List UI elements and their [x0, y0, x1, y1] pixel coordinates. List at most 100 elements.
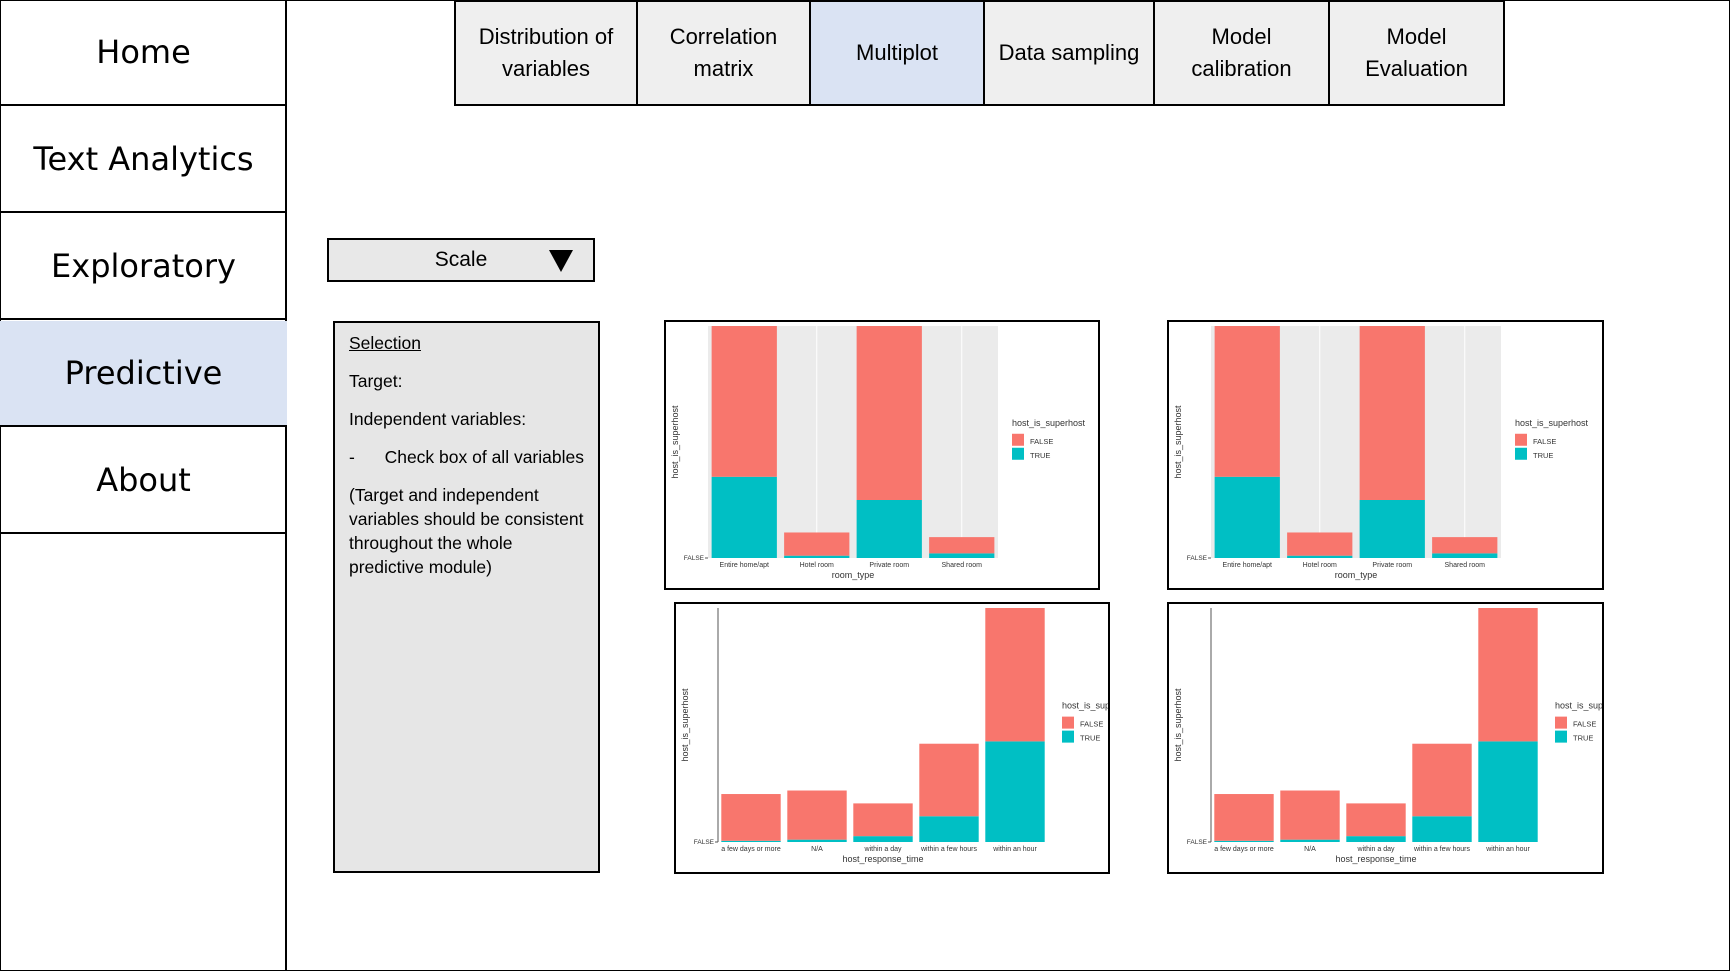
bar-true-0 — [721, 840, 781, 842]
tab-correlation-matrix[interactable]: Correlation matrix — [636, 0, 811, 106]
independent-variables-label: Independent variables: — [349, 409, 527, 429]
legend-label-false: FALSE — [1533, 437, 1556, 446]
selection-panel: Selection Target: Independent variables:… — [333, 321, 600, 873]
tab-label-line2: calibration — [1191, 56, 1292, 81]
legend-title: host_is_superhost — [1555, 701, 1602, 711]
sidebar-item-text-analytics[interactable]: Text Analytics — [0, 107, 287, 213]
legend-swatch-true — [1012, 447, 1024, 460]
y-axis-label: host_is_superhost — [1173, 688, 1183, 762]
bar-true-4 — [985, 741, 1045, 842]
y-tick-label: FALSE — [1187, 555, 1208, 562]
legend-swatch-false — [1012, 433, 1024, 446]
legend-swatch-false — [1062, 716, 1074, 729]
x-tick-label: Hotel room — [800, 562, 834, 569]
bar-false-4 — [1478, 608, 1538, 742]
tab-label-line2: Evaluation — [1365, 56, 1468, 81]
legend-label-true: TRUE — [1080, 734, 1100, 743]
bar-false-2 — [856, 326, 922, 500]
x-tick-label: within a day — [1357, 846, 1395, 853]
x-axis-label: host_response_time — [842, 854, 923, 864]
checkbox-list-text: Check box of all variables — [384, 447, 584, 467]
tab-label-line1: Correlation — [669, 24, 778, 49]
sidebar-item-home[interactable]: Home — [0, 0, 287, 106]
x-tick-label: Private room — [1372, 562, 1412, 569]
bar-false-2 — [853, 803, 913, 837]
x-tick-label: within a day — [864, 846, 902, 853]
sidebar-item-predictive[interactable]: Predictive — [0, 321, 287, 427]
chart-svg: Entire home/apt Hotel room Private room Sha… — [670, 326, 1086, 580]
x-tick-label: N/A — [811, 846, 823, 853]
bar-false-1 — [787, 790, 847, 840]
x-tick-label: Entire home/apt — [1223, 562, 1272, 569]
chart-svg: a few days or more N/A within a day within … — [680, 608, 1108, 864]
bar-false-2 — [1346, 803, 1406, 837]
checkbox-list-item: - Check box of all variables — [349, 445, 584, 469]
x-tick-label: within a few hours — [1413, 846, 1471, 853]
legend-title: host_is_superhost — [1515, 418, 1589, 428]
y-tick-label: FALSE — [684, 555, 705, 562]
bar-true-2 — [856, 500, 922, 558]
x-tick-label: within an hour — [992, 846, 1037, 853]
tab-model-evaluation[interactable]: Model Evaluation — [1328, 0, 1505, 106]
tab-data-sampling[interactable]: Data sampling — [983, 0, 1155, 106]
bar-true-2 — [1346, 836, 1406, 842]
legend-title: host_is_superhost — [1062, 701, 1108, 711]
y-axis-label: host_is_superhost — [1173, 405, 1183, 479]
x-axis-label: host_response_time — [1335, 854, 1416, 864]
bar-true-1 — [1287, 555, 1353, 558]
legend-swatch-true — [1555, 730, 1567, 743]
bar-true-0 — [1214, 840, 1274, 842]
bar-false-0 — [1214, 794, 1274, 841]
y-tick-label: FALSE — [694, 839, 715, 846]
bar-false-0 — [721, 794, 781, 841]
bar-true-2 — [1359, 500, 1425, 558]
bar-true-3 — [1432, 553, 1498, 558]
sidebar-item-about[interactable]: About — [0, 428, 287, 534]
chart-svg: a few days or more N/A within a day within … — [1173, 608, 1602, 864]
tab-label-line1: Distribution of — [478, 24, 614, 49]
tab-distribution-of-variables[interactable]: Distribution of variables — [454, 0, 638, 106]
x-tick-label: a few days or more — [1214, 846, 1274, 853]
x-tick-label: Shared room — [942, 562, 983, 569]
sidebar-item-exploratory[interactable]: Exploratory — [0, 214, 287, 320]
legend-label-true: TRUE — [1030, 451, 1050, 460]
legend-label-true: TRUE — [1533, 451, 1553, 460]
bar-false-0 — [711, 326, 777, 477]
tab-label-line1: Model — [1386, 24, 1447, 49]
legend-label-true: TRUE — [1573, 734, 1593, 743]
y-axis-label: host_is_superhost — [680, 688, 690, 762]
bar-false-1 — [784, 532, 850, 556]
x-tick-label: Shared room — [1445, 562, 1486, 569]
x-tick-label: within an hour — [1485, 846, 1530, 853]
bar-true-0 — [711, 476, 777, 558]
legend-label-false: FALSE — [1573, 720, 1596, 729]
tab-model-calibration[interactable]: Model calibration — [1153, 0, 1330, 106]
chart-room-type-left: Entire home/apt Hotel room Private room Sha… — [664, 320, 1100, 590]
triangle-down-icon[interactable] — [549, 250, 573, 272]
tab-label-line1: Model — [1211, 24, 1272, 49]
legend-swatch-true — [1062, 730, 1074, 743]
bar-false-3 — [1412, 743, 1472, 817]
tab-multiplot[interactable]: Multiplot — [809, 0, 985, 106]
legend-swatch-true — [1515, 447, 1527, 460]
target-label: Target: — [349, 371, 403, 391]
bar-false-0 — [1214, 326, 1280, 477]
sidebar: Home Text Analytics Exploratory Predicti… — [0, 0, 287, 971]
bar-false-1 — [1287, 532, 1353, 556]
y-axis-label: host_is_superhost — [670, 405, 680, 479]
bar-true-1 — [784, 555, 850, 558]
scale-dropdown[interactable]: Scale — [327, 238, 595, 282]
chart-room-type-right: Entire home/apt Hotel room Private room Sha… — [1167, 320, 1604, 590]
bar-true-3 — [929, 553, 995, 558]
chart-response-time-left: a few days or more N/A within a day within … — [674, 602, 1110, 874]
x-axis-label: room_type — [1335, 570, 1378, 580]
bar-true-3 — [1412, 816, 1472, 842]
y-tick-label: FALSE — [1187, 839, 1208, 846]
selection-title: Selection — [349, 333, 421, 353]
x-axis-label: room_type — [832, 570, 875, 580]
bar-false-3 — [1432, 537, 1498, 554]
legend-swatch-false — [1555, 716, 1567, 729]
bar-true-1 — [787, 839, 847, 842]
tab-label-line1: Multiplot — [856, 40, 938, 65]
bar-false-4 — [985, 608, 1045, 742]
